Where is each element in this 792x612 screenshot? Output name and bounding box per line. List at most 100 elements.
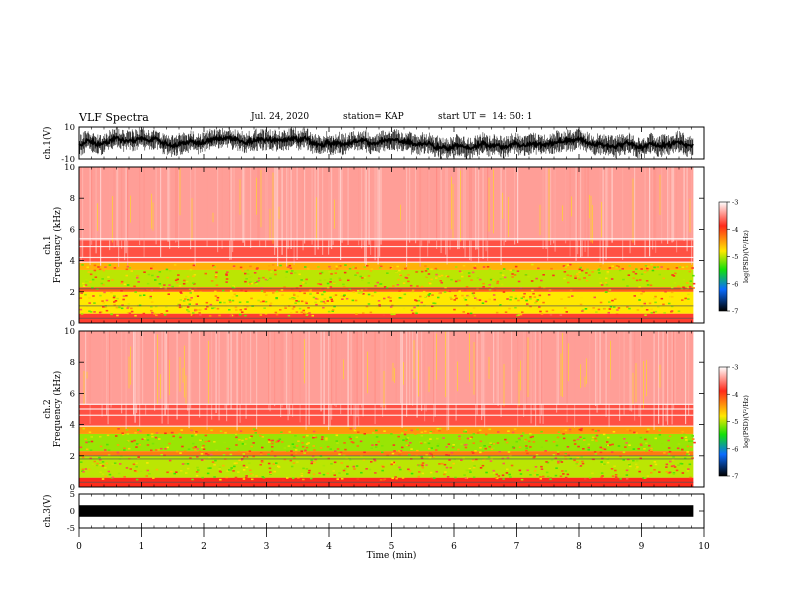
ch1-spectrogram-speckle xyxy=(284,307,287,309)
ch2-spectrogram-streak xyxy=(334,331,336,406)
ch1-spectrogram-band xyxy=(79,240,694,263)
ch1-spectrogram-streak xyxy=(446,167,448,265)
ch1-spectrogram-speckle xyxy=(535,300,538,303)
ch2-spectrogram-streak xyxy=(211,331,213,420)
ch2-spectrogram-speckle xyxy=(517,437,521,440)
ch2-spectrogram-streak xyxy=(541,331,543,416)
ch2-spectrogram-streak xyxy=(292,331,294,417)
start-time-label: start UT = 14: 50: 1 xyxy=(438,112,533,122)
ch1-spectrogram-streak xyxy=(463,167,465,249)
ch1-spectrogram-speckle xyxy=(165,310,169,312)
ch1-spectrogram-speckle xyxy=(146,282,150,285)
ch1-spectrogram-speckle xyxy=(585,279,589,282)
ch2-spectrogram-streak xyxy=(199,331,201,418)
ch2-spectrogram-streak xyxy=(608,331,610,428)
ch2-spectrogram-streak xyxy=(401,331,403,428)
ch2-spectrogram-speckle xyxy=(603,463,606,465)
ch1-spectrogram-speckle xyxy=(563,277,566,280)
ch2-spectrogram-speckle xyxy=(227,448,231,450)
ch2-spectrogram-speckle xyxy=(423,441,427,444)
ch2-spectrogram-speckle xyxy=(209,467,212,469)
ch2-spectrogram-speckle xyxy=(540,446,544,448)
ch1-spectrogram-speckle xyxy=(467,295,470,298)
ch1-spectrogram-speckle xyxy=(311,314,314,317)
ch2-spectrogram-speckle xyxy=(552,441,556,443)
ch2-spectrogram-speckle xyxy=(178,432,181,435)
ch2-spectrogram-speckle xyxy=(237,471,240,473)
ch1-spectrogram-speckle xyxy=(103,291,106,294)
ch2-spectrogram-speckle xyxy=(629,465,632,468)
ch2-spectrogram-speckle xyxy=(197,469,200,471)
ch2-spectrogram-speckle xyxy=(498,451,501,453)
ch1-spectrogram-speckle xyxy=(458,290,461,292)
ch2-spectrogram-speckle xyxy=(633,431,636,434)
ch2-spectrogram-speckle xyxy=(566,446,570,448)
ch2-spectrogram-speckle xyxy=(268,441,271,443)
ch2-spectrogram-speckle xyxy=(393,450,396,452)
ch2-spectrogram-speckle xyxy=(310,462,313,465)
ch2-spectrogram-speckle xyxy=(557,431,561,433)
ch1-spectrogram-streak xyxy=(230,167,232,260)
ch1-spectrogram-speckle xyxy=(463,289,467,292)
ch1-spectrogram-speckle xyxy=(269,277,272,280)
ch2-spectrogram-speckle xyxy=(294,435,297,437)
ch1-spectrogram-speckle xyxy=(398,290,401,292)
ch1-spectrogram-speckle xyxy=(440,281,443,284)
ch1-spectrogram-speckle xyxy=(433,302,437,305)
ch1-spectrogram-speckle xyxy=(100,282,104,285)
ch2-spectrogram-speckle xyxy=(587,443,591,446)
ch2-spectrogram-streak xyxy=(527,337,529,398)
ch1-spectrogram-speckle xyxy=(89,273,93,276)
ch1-spectrogram-speckle xyxy=(692,282,696,285)
ch1-spectrogram-speckle xyxy=(228,301,232,303)
ch1-spectrogram-speckle xyxy=(187,298,190,301)
ch2-spectrogram-speckle xyxy=(172,438,175,440)
ch1-spectrogram-speckle xyxy=(320,271,324,274)
ch1-spectrogram-speckle xyxy=(439,280,442,282)
ch1-spectrogram-speckle xyxy=(189,292,192,294)
ch1-spectrogram-speckle xyxy=(520,297,523,300)
ch2-spectrogram-speckle xyxy=(305,468,309,470)
ch1-spectrogram-speckle xyxy=(361,279,364,281)
ch2-spectrogram-speckle xyxy=(627,462,630,465)
ch2-spectrogram-speckle xyxy=(240,459,243,461)
ch1-spectrogram-streak xyxy=(160,167,162,258)
ch2-spectrogram-speckle xyxy=(448,459,451,461)
ch1-spectrogram-streak xyxy=(415,167,417,244)
ch2-spectrogram-speckle xyxy=(90,436,93,438)
ch1-spectrogram-speckle xyxy=(404,263,407,266)
ch1-spectrogram-streak xyxy=(688,167,690,240)
ch1-spectrogram-speckle xyxy=(354,299,358,302)
xaxis-tick-label: 9 xyxy=(639,542,645,552)
ch2-spectrogram-speckle xyxy=(349,438,352,440)
ch2-spectrogram-speckle xyxy=(377,440,380,443)
ch2-spectrogram-speckle xyxy=(564,454,567,456)
ch1-spectrogram-speckle xyxy=(334,272,337,274)
ch2-spectrogram-speckle xyxy=(314,436,318,439)
ch1-spectrogram-speckle xyxy=(229,315,232,317)
ch1-spectrogram-ytick-label: 6 xyxy=(70,225,75,235)
ch1-spectrogram-streak xyxy=(316,197,317,241)
ch2-spectrogram-speckle xyxy=(594,430,598,432)
ch1-spectrogram-speckle xyxy=(185,295,188,298)
ch1-spectrogram-speckle xyxy=(262,300,265,303)
ch1-spectrogram-speckle xyxy=(389,306,393,308)
ch2-spectrogram-streak xyxy=(184,345,185,398)
ch2-spectrogram-speckle xyxy=(341,478,344,480)
ch1-spectrogram-speckle xyxy=(93,269,97,272)
ch1-spectrogram-speckle xyxy=(332,295,336,297)
ch2-spectrogram-streak xyxy=(142,331,144,404)
ch1-spectrogram-speckle xyxy=(656,266,660,268)
ch1-spectrogram-speckle xyxy=(467,272,471,274)
ch1-spectrogram-streak xyxy=(464,167,466,258)
ch1-spectrogram-speckle xyxy=(190,314,194,316)
ch2-spectrogram-speckle xyxy=(451,446,455,449)
ch2-spectrogram-speckle xyxy=(155,468,159,471)
ch2-spectrogram-speckle xyxy=(554,474,558,477)
ch1-spectrogram-speckle xyxy=(86,266,89,269)
xaxis-tick-label: 6 xyxy=(451,542,457,552)
ch2-spectrogram-speckle xyxy=(507,451,511,453)
ch1-spectrogram-speckle xyxy=(410,309,414,312)
ch2-spectrogram-speckle xyxy=(312,473,316,476)
ch1-spectrogram-streak xyxy=(550,167,552,246)
